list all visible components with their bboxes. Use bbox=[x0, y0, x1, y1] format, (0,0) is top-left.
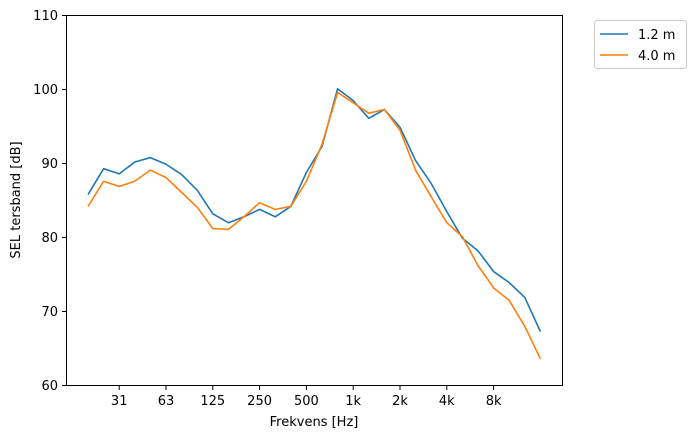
x-tick-label: 250 bbox=[247, 394, 272, 409]
x-tick-label: 2k bbox=[392, 394, 408, 409]
series-layer bbox=[87, 87, 542, 360]
x-tick-label: 4k bbox=[439, 394, 455, 409]
series-line-4-0-m bbox=[87, 91, 542, 360]
x-tick-label: 500 bbox=[294, 394, 319, 409]
x-tick-label: 31 bbox=[111, 394, 128, 409]
y-axis: 60 70 80 90 100 110 bbox=[33, 9, 67, 394]
y-tick-label: 100 bbox=[33, 83, 58, 98]
legend-frame bbox=[594, 20, 687, 69]
x-tick-label: 63 bbox=[158, 394, 175, 409]
plot-frame bbox=[66, 15, 563, 386]
x-tick-label: 1k bbox=[345, 394, 361, 409]
y-tick-label: 110 bbox=[33, 9, 58, 24]
legend-label-1-2-m: 1.2 m bbox=[638, 28, 675, 43]
x-tick-label: 8k bbox=[486, 394, 502, 409]
y-tick-label: 80 bbox=[41, 231, 58, 246]
y-tick-label: 70 bbox=[41, 305, 58, 320]
series-line-1-2-m bbox=[87, 87, 542, 332]
y-axis-label: SEL tersband [dB] bbox=[9, 141, 24, 258]
x-axis: 31 63 125 250 500 1k 2k 4k 8k bbox=[111, 385, 502, 409]
x-axis-label: Frekvens [Hz] bbox=[270, 415, 359, 430]
y-tick-label: 60 bbox=[41, 379, 58, 394]
y-tick-label: 90 bbox=[41, 157, 58, 172]
legend: 1.2 m 4.0 m bbox=[594, 20, 687, 69]
legend-label-4-0-m: 4.0 m bbox=[638, 49, 675, 64]
x-tick-label: 125 bbox=[200, 394, 225, 409]
